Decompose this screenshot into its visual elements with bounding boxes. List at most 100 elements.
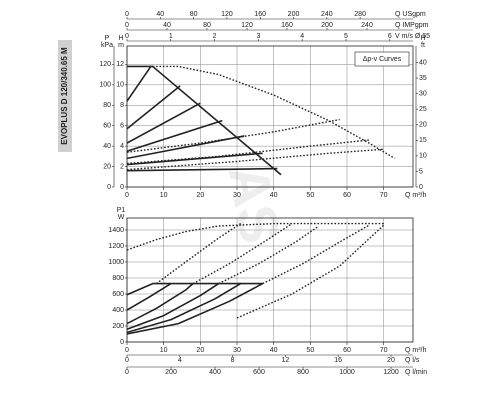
axis-tick-label: 4 [178, 357, 182, 364]
axis-tick-label: 0 [107, 184, 111, 191]
axis-label: Q IMPgpm [395, 22, 429, 29]
axis-tick-label: 0 [125, 33, 129, 40]
axis-tick-label: 20 [387, 357, 395, 364]
axis-tick-label: 800 [297, 369, 309, 376]
x-tick-label: 30 [233, 192, 241, 199]
axis-label: H [420, 35, 425, 42]
y-tick-label: 12 [116, 61, 124, 68]
axis-tick-label: 0 [419, 184, 423, 191]
axis-tick-label: 280 [354, 11, 366, 18]
y-tick-label: 8 [120, 102, 124, 109]
axis-tick-label: 160 [281, 22, 293, 29]
axis-tick-label: 40 [419, 59, 427, 66]
curve [126, 222, 384, 251]
y-tick-label: 4 [120, 143, 124, 150]
side-title: EVOPLUS D 120/340.65 M [60, 47, 69, 145]
axis-tick-label: 120 [221, 11, 233, 18]
axis-label: P [105, 35, 110, 42]
curve [126, 282, 263, 296]
axis-tick-label: 200 [288, 11, 300, 18]
watermark: AS [217, 160, 293, 248]
axis-tick-label: 5 [344, 33, 348, 40]
curve [192, 223, 293, 285]
legend-label: Δp-v Curves [363, 56, 402, 63]
x-tick-label: 20 [196, 192, 204, 199]
x-tick-label: 0 [125, 192, 129, 199]
curve [152, 65, 396, 159]
curve [126, 119, 223, 153]
y-tick-label: 1200 [108, 243, 124, 250]
y-tick-label: 10 [116, 82, 124, 89]
x-tick-label: 60 [343, 192, 351, 199]
axis-tick-label: 6 [388, 33, 392, 40]
axis-tick-label: 40 [163, 22, 171, 29]
axis-tick-label: 240 [361, 22, 373, 29]
curve [126, 282, 264, 335]
axis-tick-label: 100 [99, 82, 111, 89]
x-tick-label: 50 [306, 347, 314, 354]
y-tick-label: 1000 [108, 259, 124, 266]
axis-tick-label: 0 [125, 357, 129, 364]
axis-tick-label: 80 [203, 22, 211, 29]
y-axis-label: W [118, 214, 125, 221]
axis-tick-label: 120 [241, 22, 253, 29]
axis-tick-label: 1200 [383, 369, 399, 376]
title-bar [58, 40, 72, 152]
curve [126, 148, 384, 171]
axis-tick-label: 400 [209, 369, 221, 376]
axis-tick-label: 0 [125, 11, 129, 18]
x-tick-label: 70 [380, 347, 388, 354]
axis-tick-label: 20 [103, 163, 111, 170]
axis-tick-label: 0 [125, 369, 129, 376]
axis-tick-label: 16 [334, 357, 342, 364]
curve [126, 282, 172, 311]
x-tick-label: 40 [270, 347, 278, 354]
y-tick-label: 400 [112, 307, 124, 314]
axis-tick-label: 15 [419, 137, 427, 144]
axis-tick-label: 160 [254, 11, 266, 18]
axis-tick-label: 35 [419, 75, 427, 82]
axis-label: Q l/min [405, 369, 427, 376]
curve [126, 85, 181, 130]
y-axis-label: P1 [117, 207, 126, 214]
axis-tick-label: 240 [321, 11, 333, 18]
axis-tick-label: 60 [103, 123, 111, 130]
y-tick-label: 600 [112, 291, 124, 298]
axis-tick-label: 120 [99, 61, 111, 68]
axis-tick-label: 20 [419, 122, 427, 129]
plot-frame [126, 45, 414, 188]
x-axis-label: Q m³/h [405, 347, 426, 354]
x-tick-label: 30 [233, 347, 241, 354]
curve [126, 152, 263, 166]
axis-tick-label: 5 [419, 168, 423, 175]
x-tick-label: 40 [270, 192, 278, 199]
curve [126, 282, 194, 325]
x-tick-label: 10 [160, 192, 168, 199]
y-tick-label: 800 [112, 275, 124, 282]
plot-frame [126, 217, 414, 343]
y-axis-label: m [118, 42, 124, 49]
curve [126, 102, 201, 144]
curve [126, 135, 245, 160]
x-tick-label: 50 [306, 192, 314, 199]
x-tick-label: 0 [125, 347, 129, 354]
axis-tick-label: 3 [256, 33, 260, 40]
y-tick-label: 200 [112, 323, 124, 330]
x-axis-label: Q m³/h [405, 192, 426, 199]
axis-label: Q l/s [405, 357, 420, 364]
y-tick-label: 0 [120, 184, 124, 191]
axis-tick-label: 200 [321, 22, 333, 29]
axis-tick-label: 40 [103, 143, 111, 150]
axis-tick-label: 4 [300, 33, 304, 40]
axis-tick-label: 12 [281, 357, 289, 364]
curve [126, 167, 278, 172]
y-tick-label: 6 [120, 123, 124, 130]
axis-tick-label: 0 [125, 22, 129, 29]
axis-tick-label: 1 [169, 33, 173, 40]
x-tick-label: 60 [343, 347, 351, 354]
axis-tick-label: 80 [103, 102, 111, 109]
axis-label: kPa [101, 42, 113, 49]
x-tick-label: 20 [196, 347, 204, 354]
